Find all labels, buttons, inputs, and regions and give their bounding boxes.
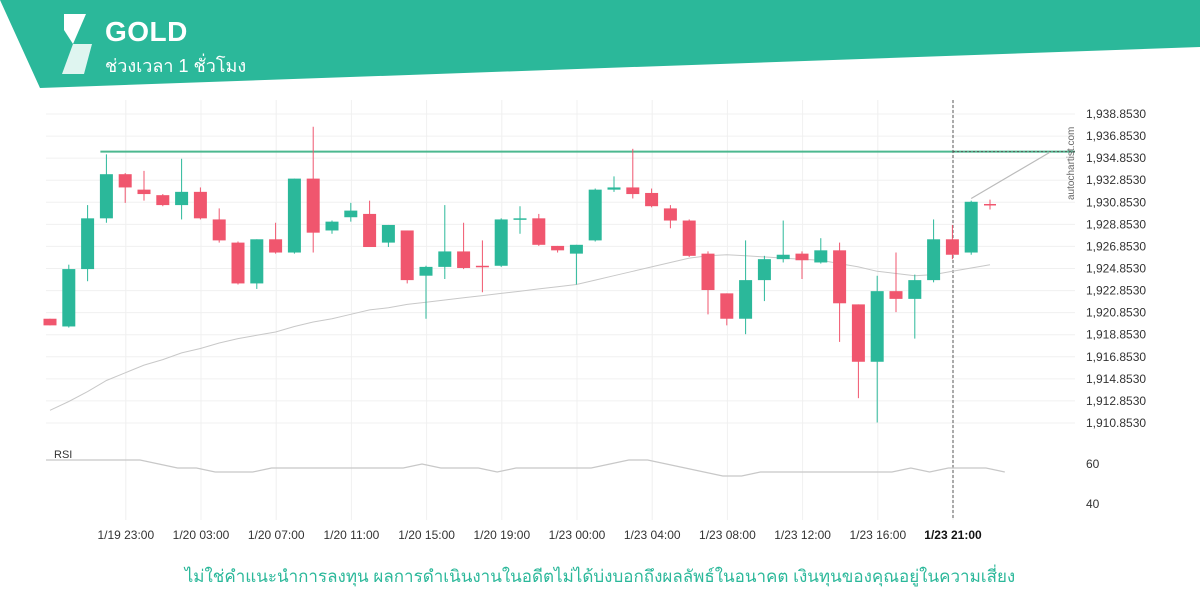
x-tick-label: 1/23 00:00 (549, 528, 606, 542)
candle-body (720, 293, 734, 319)
candle-body (250, 239, 264, 284)
candle-body (344, 210, 358, 218)
candle-body (945, 239, 959, 255)
candle-body (306, 178, 320, 233)
candle-body (43, 318, 57, 326)
y-tick-label: 1,924.8530 (1086, 262, 1146, 276)
x-tick-label: 1/23 16:00 (849, 528, 906, 542)
x-tick-label: 1/23 04:00 (624, 528, 681, 542)
instrument-title: GOLD (105, 16, 188, 47)
candle-body (156, 195, 170, 206)
y-tick-label: 1,928.8530 (1086, 217, 1146, 231)
candle-body (833, 250, 847, 304)
y-tick-label: 1,926.8530 (1086, 239, 1146, 253)
price-chart: 1,938.8530 1,936.8530 1,934.8530 1,932.8530… (43, 100, 1146, 542)
candle-body (607, 187, 621, 190)
candle-body (193, 191, 207, 219)
watermark: autochartist.com (1066, 126, 1077, 200)
candle-body (400, 230, 414, 281)
x-tick-label: 1/23 21:00 (924, 528, 982, 542)
candle-body (588, 189, 602, 241)
candle-body (325, 221, 339, 231)
candle-body (645, 192, 659, 207)
autochartist-logo-icon (62, 14, 92, 74)
candle-body (99, 174, 113, 219)
candle-body (569, 244, 583, 254)
candle-body (927, 239, 941, 281)
y-tick-label: 1,938.8530 (1086, 107, 1146, 121)
candle-body (287, 178, 301, 253)
candle-body (175, 191, 189, 206)
candle-body (381, 224, 395, 243)
y-tick-label: 1,936.8530 (1086, 129, 1146, 143)
candle-body (457, 251, 471, 268)
header-banner-shape (0, 0, 1200, 88)
projection-line (970, 151, 1051, 199)
candle-body (984, 203, 996, 206)
candle-body (851, 304, 865, 362)
y-tick-label: 1,912.8530 (1086, 394, 1146, 408)
rsi-tick-label: 40 (1086, 497, 1100, 511)
candle-body (551, 245, 565, 251)
candle-body (269, 239, 283, 253)
x-tick-label: 1/23 08:00 (699, 528, 756, 542)
header-banner (0, 0, 1200, 88)
rsi-tick-label: 60 (1086, 457, 1100, 471)
candle-body (494, 219, 508, 266)
candle-body (870, 291, 884, 362)
candle-body (776, 254, 790, 260)
y-tick-label: 1,932.8530 (1086, 173, 1146, 187)
y-tick-label: 1,914.8530 (1086, 372, 1146, 386)
y-tick-label: 1,918.8530 (1086, 328, 1146, 342)
y-tick-label: 1,920.8530 (1086, 306, 1146, 320)
candle-body (889, 291, 903, 299)
x-tick-label: 1/20 15:00 (398, 528, 455, 542)
candle-body (964, 201, 978, 253)
candle-body (231, 242, 245, 284)
candle-body (701, 253, 715, 291)
x-tick-label: 1/20 07:00 (248, 528, 305, 542)
rsi-label: RSI (54, 449, 72, 461)
candle-body (118, 174, 132, 188)
candle-body (62, 269, 76, 327)
candle-body (513, 218, 527, 220)
y-tick-label: 1,934.8530 (1086, 151, 1146, 165)
candle-body (682, 220, 696, 256)
y-tick-label: 1,922.8530 (1086, 284, 1146, 298)
y-tick-label: 1,916.8530 (1086, 350, 1146, 364)
x-tick-label: 1/20 11:00 (323, 528, 379, 542)
candle-body (814, 250, 828, 263)
candle-body (626, 187, 640, 195)
candle-body (212, 219, 226, 241)
candle-body (908, 280, 922, 299)
moving-average-line (49, 254, 991, 411)
x-tick-label: 1/20 03:00 (173, 528, 230, 542)
x-tick-label: 1/20 19:00 (473, 528, 530, 542)
candle-body (757, 259, 771, 281)
candle-body (438, 251, 452, 267)
candle-body (795, 253, 809, 261)
candle-body (739, 280, 753, 319)
x-tick-label: 1/23 12:00 (774, 528, 831, 542)
candle-body (663, 208, 677, 221)
timeframe-subtitle: ช่วงเวลา 1 ชั่วโมง (105, 56, 247, 76)
candle-body (363, 213, 377, 248)
y-tick-label: 1,910.8530 (1086, 416, 1146, 430)
rsi-line (46, 459, 1005, 477)
candle-body (475, 265, 489, 268)
candle-body (419, 266, 433, 276)
candle-body (137, 189, 151, 195)
candle-body (81, 218, 95, 270)
disclaimer-text: ไม่ใช่คำแนะนำการลงทุน ผลการดำเนินงานในอด… (184, 567, 1016, 586)
y-tick-label: 1,930.8530 (1086, 195, 1146, 209)
candle-body (532, 218, 546, 245)
x-tick-label: 1/19 23:00 (97, 528, 154, 542)
